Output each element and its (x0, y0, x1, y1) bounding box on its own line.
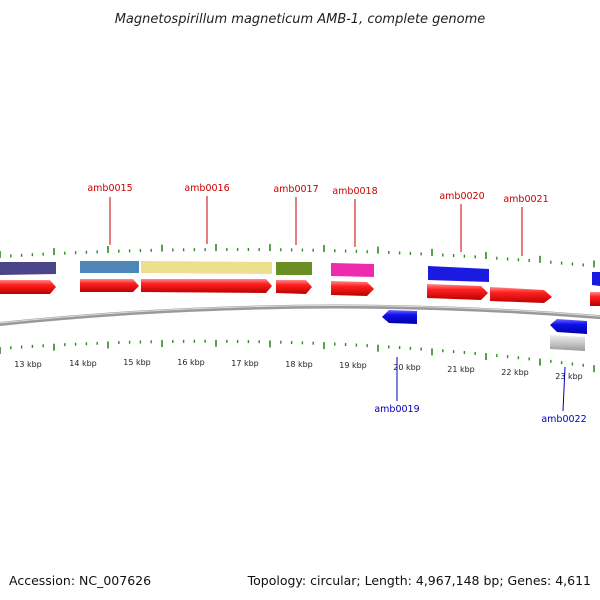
cds-arrow (331, 281, 374, 296)
gene-label-amb0021: amb0021 (503, 194, 548, 205)
feature-block (428, 266, 489, 282)
gene-label-amb0019: amb0019 (374, 404, 419, 415)
gene-label-amb0017: amb0017 (273, 184, 318, 195)
forward-cds-arrows (0, 279, 600, 306)
gene-label-amb0022: amb0022 (541, 414, 586, 425)
gene-label-connector (562, 366, 566, 412)
ruler-labels: 13 kbp 14 kbp 15 kbp 16 kbp 17 kbp 18 kb… (14, 358, 583, 381)
cds-arrow (382, 310, 417, 324)
forward-gene-labels: amb0015 amb0016 amb0017 amb0018 amb0020 … (87, 183, 549, 256)
cds-arrow (80, 279, 139, 292)
feature-block (141, 261, 272, 274)
cds-arrow (276, 280, 312, 294)
topology-label: Topology: circular; Length: 4,967,148 bp… (247, 573, 591, 588)
gene-label-amb0018: amb0018 (332, 186, 377, 197)
cds-arrow (0, 280, 56, 294)
ruler-label: 15 kbp (123, 358, 151, 367)
ruler-label: 17 kbp (231, 359, 259, 368)
map-title: Magnetospirillum magneticum AMB-1, compl… (115, 12, 486, 27)
ruler-label: 16 kbp (177, 358, 205, 367)
cds-arrow (550, 319, 587, 334)
ruler-label: 19 kbp (339, 361, 367, 370)
feature-block (276, 262, 312, 275)
feature-block (80, 261, 139, 273)
gene-label-amb0020: amb0020 (439, 191, 484, 202)
genome-backbone-highlight (0, 305, 600, 324)
feature-blocks (0, 261, 600, 286)
cds-arrow (427, 284, 488, 300)
reverse-cds-arrows (382, 310, 587, 351)
reverse-gene-labels: amb0019 amb0022 (374, 357, 587, 425)
gene-label-amb0016: amb0016 (184, 183, 229, 194)
cds-arrow (490, 287, 552, 303)
feature-block (592, 272, 600, 286)
tick-layer (0, 244, 595, 373)
genome-backbone (0, 304, 600, 326)
ruler-label: 23 kbp (555, 372, 583, 381)
cds-arrow (590, 292, 600, 306)
ruler-label: 14 kbp (69, 359, 97, 368)
ruler-label: 21 kbp (447, 365, 475, 374)
feature-block (331, 263, 374, 277)
ruler-label: 22 kbp (501, 368, 529, 377)
ruler-label: 20 kbp (393, 363, 421, 372)
feature-block (0, 262, 56, 275)
ruler-label: 18 kbp (285, 360, 313, 369)
gene-label-amb0015: amb0015 (87, 183, 132, 194)
accession-label: Accession: NC_007626 (9, 573, 152, 588)
ruler-label: 13 kbp (14, 360, 42, 369)
cds-arrow (141, 279, 272, 293)
feature-block (550, 335, 585, 351)
